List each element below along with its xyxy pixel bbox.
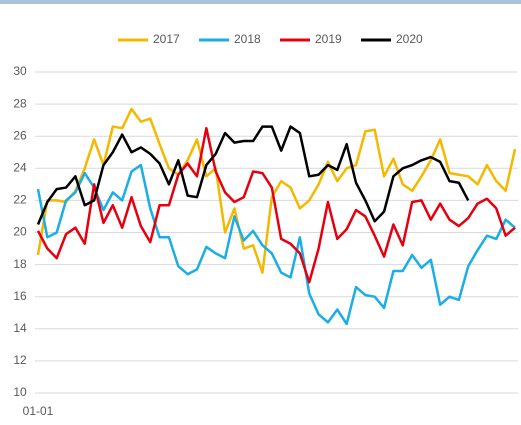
- legend-label: 2019: [315, 32, 342, 46]
- y-tick-label: 18: [13, 257, 27, 271]
- line-series: [36, 107, 517, 274]
- line-series: [36, 163, 516, 326]
- y-tick-label: 16: [13, 289, 27, 303]
- y-tick-label: 14: [13, 321, 27, 335]
- top-border: [0, 0, 521, 4]
- y-tick-label: 20: [13, 225, 27, 239]
- legend-label: 2018: [234, 32, 261, 46]
- line-series: [36, 125, 470, 225]
- y-tick-label: 30: [13, 64, 27, 78]
- y-tick-label: 28: [13, 96, 27, 110]
- legend-label: 2017: [153, 32, 180, 46]
- y-tick-label: 12: [13, 353, 27, 367]
- x-tick-label: 01-01: [23, 404, 54, 418]
- y-tick-label: 22: [13, 193, 27, 207]
- legend-label: 2020: [396, 32, 423, 46]
- y-tick-label: 24: [13, 160, 27, 174]
- line-series: [36, 126, 516, 284]
- y-tick-label: 10: [13, 385, 27, 399]
- y-tick-label: 26: [13, 128, 27, 142]
